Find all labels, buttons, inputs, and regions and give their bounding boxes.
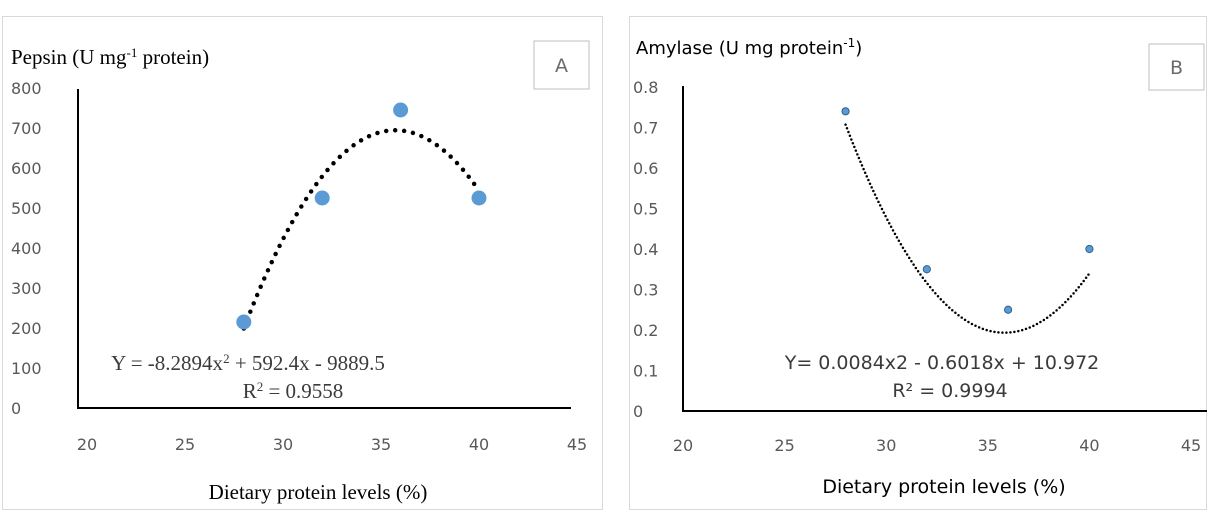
chart-b-r-squared: R² = 0.9994 (892, 380, 1007, 402)
chart-b-equation: Y= 0.0084x2 - 0.6018x + 10.972 (784, 352, 1100, 374)
chart-b-x-tick-label: 25 (774, 436, 794, 455)
chart-b-x-tick-label: 40 (1079, 436, 1099, 455)
chart-b-data-point (922, 265, 931, 274)
chart-a-panel-label: A (555, 55, 568, 77)
chart-a-y-tick-label: 800 (11, 79, 42, 98)
chart-b-data-point (841, 107, 850, 116)
chart-b-data-point (1085, 244, 1094, 254)
chart-panel-a: Pepsin (U mg-1 protein) A 0 100 200 300 400 5… (2, 16, 603, 510)
chart-b-svg: Amylase (U mg protein-1) B 0 0.1 0.2 0.3 0.4… (633, 36, 1207, 498)
chart-a-x-tick-label: 30 (273, 435, 293, 454)
chart-a-y-tick-label: 200 (11, 319, 42, 338)
chart-a-x-axis-label: Dietary protein levels (%) (209, 480, 428, 504)
chart-a-data-point (314, 190, 330, 206)
chart-b-trendline (844, 123, 1091, 334)
chart-a-panel-label-box (533, 40, 590, 90)
chart-b-panel-label-box (1148, 43, 1205, 91)
chart-b-y-tick-label: 0.8 (633, 78, 658, 97)
chart-b-y-axis-label: Amylase (U mg protein-1) (636, 36, 862, 59)
chart-b-y-tick-label: 0.7 (633, 119, 658, 138)
chart-a-y-tick-label: 300 (11, 279, 42, 298)
chart-a-y-tick-label: 400 (11, 239, 42, 258)
chart-a-x-tick-label: 35 (371, 435, 391, 454)
chart-b-y-tick-label: 0.2 (633, 321, 658, 340)
chart-b-x-tick-label: 35 (978, 436, 998, 455)
chart-a-x-tick-label: 20 (77, 435, 97, 454)
chart-b-x-tick-label: 30 (876, 436, 896, 455)
chart-a-y-tick-label: 700 (11, 119, 42, 138)
chart-a-x-tick-label: 25 (175, 435, 195, 454)
chart-panel-b: Amylase (U mg protein-1) B 0 0.1 0.2 0.3 0.4… (629, 16, 1207, 510)
chart-b-x-axis-label: Dietary protein levels (%) (822, 476, 1065, 498)
chart-a-y-tick-label: 0 (11, 399, 21, 418)
chart-b-y-tick-label: 0.3 (633, 281, 658, 300)
chart-b-x-tick-label: 20 (673, 436, 693, 455)
chart-a-data-point (393, 102, 409, 118)
chart-b-y-tick-label: 0.5 (633, 200, 658, 219)
chart-a-data-point (471, 190, 487, 206)
chart-a-y-tick-label: 100 (11, 359, 42, 378)
chart-b-panel-label: B (1170, 57, 1183, 79)
chart-a-r-squared: R2 = 0.9558 (243, 379, 344, 404)
chart-b-data-point (1004, 305, 1013, 314)
chart-a-svg: Pepsin (U mg-1 protein) A 0 100 200 300 400 5… (11, 40, 590, 504)
chart-b-y-tick-label: 0.6 (633, 159, 658, 178)
chart-a-equation: Y = -8.2894x2 + 592.4x - 9889.5 (111, 351, 385, 376)
chart-b-x-tick-label: 45 (1181, 436, 1201, 455)
chart-b-y-tick-label: 0.4 (633, 240, 658, 259)
chart-a-y-tick-label: 500 (11, 199, 42, 218)
chart-a-y-tick-label: 600 (11, 159, 42, 178)
chart-a-y-axis-label: Pepsin (U mg-1 protein) (11, 45, 209, 70)
chart-a-x-tick-label: 40 (469, 435, 489, 454)
chart-b-y-tick-label: 0.1 (633, 362, 658, 381)
chart-a-x-tick-label: 45 (567, 435, 587, 454)
chart-b-y-tick-label: 0 (633, 402, 643, 421)
chart-a-trendline (241, 127, 482, 331)
chart-a-data-point (236, 314, 252, 330)
